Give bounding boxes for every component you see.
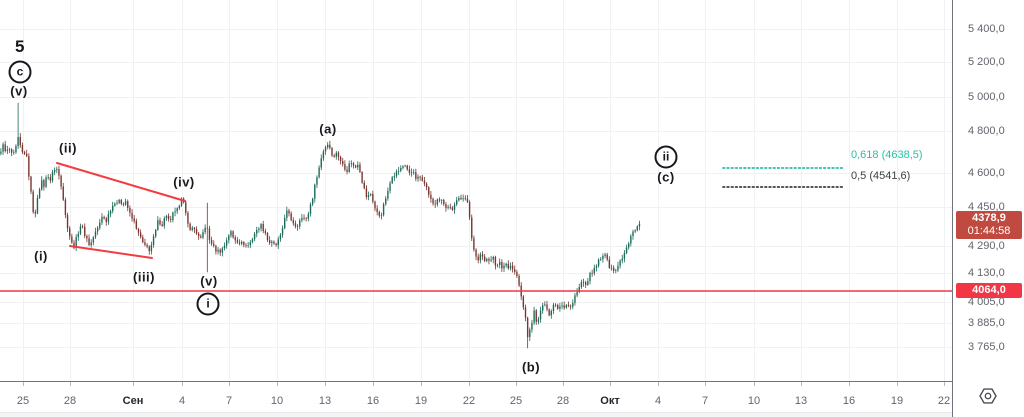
time-tick-label: 13 (318, 395, 332, 407)
axis-settings-gear-button[interactable] (975, 385, 1001, 409)
time-tick-label: 4 (654, 395, 662, 407)
price-tick-label: 4 800,0 (968, 125, 1005, 137)
time-tick-label: 19 (414, 395, 428, 407)
price-tick-label: 3 885,0 (968, 317, 1005, 329)
time-tick-mark (469, 382, 470, 386)
trend-lines[interactable] (56, 162, 186, 259)
time-tick-label: 25 (16, 395, 30, 407)
time-tick-label: 7 (701, 395, 709, 407)
axis-corner (952, 381, 1024, 417)
time-tick-label: 19 (890, 395, 904, 407)
time-tick-mark (563, 382, 564, 386)
time-tick-mark (23, 382, 24, 386)
time-tick-mark (229, 382, 230, 386)
time-tick-label: 22 (462, 395, 476, 407)
time-tick-mark (373, 382, 374, 386)
price-tick-label: 3 765,0 (968, 341, 1005, 353)
time-tick-mark (754, 382, 755, 386)
price-axis[interactable]: 3 765,0 3 885,0 4 005,0 4 130,0 4 290,0 4 450… (952, 0, 1024, 381)
price-level-badge: 4064,0 (956, 283, 1022, 298)
time-tick-label: Окт (600, 395, 620, 407)
price-tick-label: 5 000,0 (968, 91, 1005, 103)
chart-pane[interactable] (0, 0, 952, 381)
price-tick-label: 4 600,0 (968, 167, 1005, 179)
time-tick-mark (801, 382, 802, 386)
time-tick-label: 13 (794, 395, 808, 407)
time-tick-label: 4 (178, 395, 186, 407)
time-tick-mark (70, 382, 71, 386)
time-tick-mark (133, 382, 134, 386)
candlestick-series (0, 102, 641, 349)
price-tick-label: 4 290,0 (968, 240, 1005, 252)
price-tick-label: 5 200,0 (968, 56, 1005, 68)
price-tick-label: 4 130,0 (968, 267, 1005, 279)
last-price-badge: 4378,9 01:44:58 (956, 211, 1022, 239)
time-tick-label: 10 (747, 395, 761, 407)
settings-gear-icon (979, 387, 997, 404)
time-tick-label: 7 (225, 395, 233, 407)
time-tick-mark (944, 382, 945, 386)
price-tick-label: 5 400,0 (968, 23, 1005, 35)
last-price-value: 4378,9 (972, 212, 1006, 224)
time-tick-label: 28 (63, 395, 77, 407)
time-tick-mark (658, 382, 659, 386)
price-tick-label: 4 450,0 (968, 201, 1005, 213)
time-tick-mark (705, 382, 706, 386)
time-tick-mark (516, 382, 517, 386)
price-tick-label: 4 005,0 (968, 296, 1005, 308)
time-tick-label: 22 (937, 395, 951, 407)
time-tick-mark (325, 382, 326, 386)
time-tick-mark (610, 382, 611, 386)
time-tick-label: 25 (509, 395, 523, 407)
time-tick-mark (849, 382, 850, 386)
bar-countdown: 01:44:58 (967, 225, 1011, 237)
time-tick-label: 16 (366, 395, 380, 407)
gridlines (0, 0, 952, 381)
time-tick-label: Сен (122, 395, 144, 407)
time-tick-mark (897, 382, 898, 386)
time-tick-mark (182, 382, 183, 386)
time-axis[interactable]: 25 28 Сен 4 7 10 13 16 19 22 25 28 Окт 4 7 10 13 16 19 22 (0, 381, 1024, 417)
fib-level-lines[interactable] (722, 167, 844, 188)
time-tick-label: 28 (556, 395, 570, 407)
time-tick-mark (421, 382, 422, 386)
time-tick-label: 16 (842, 395, 856, 407)
price-level-value: 4064,0 (972, 284, 1006, 296)
time-tick-label: 10 (270, 395, 284, 407)
time-tick-mark (277, 382, 278, 386)
